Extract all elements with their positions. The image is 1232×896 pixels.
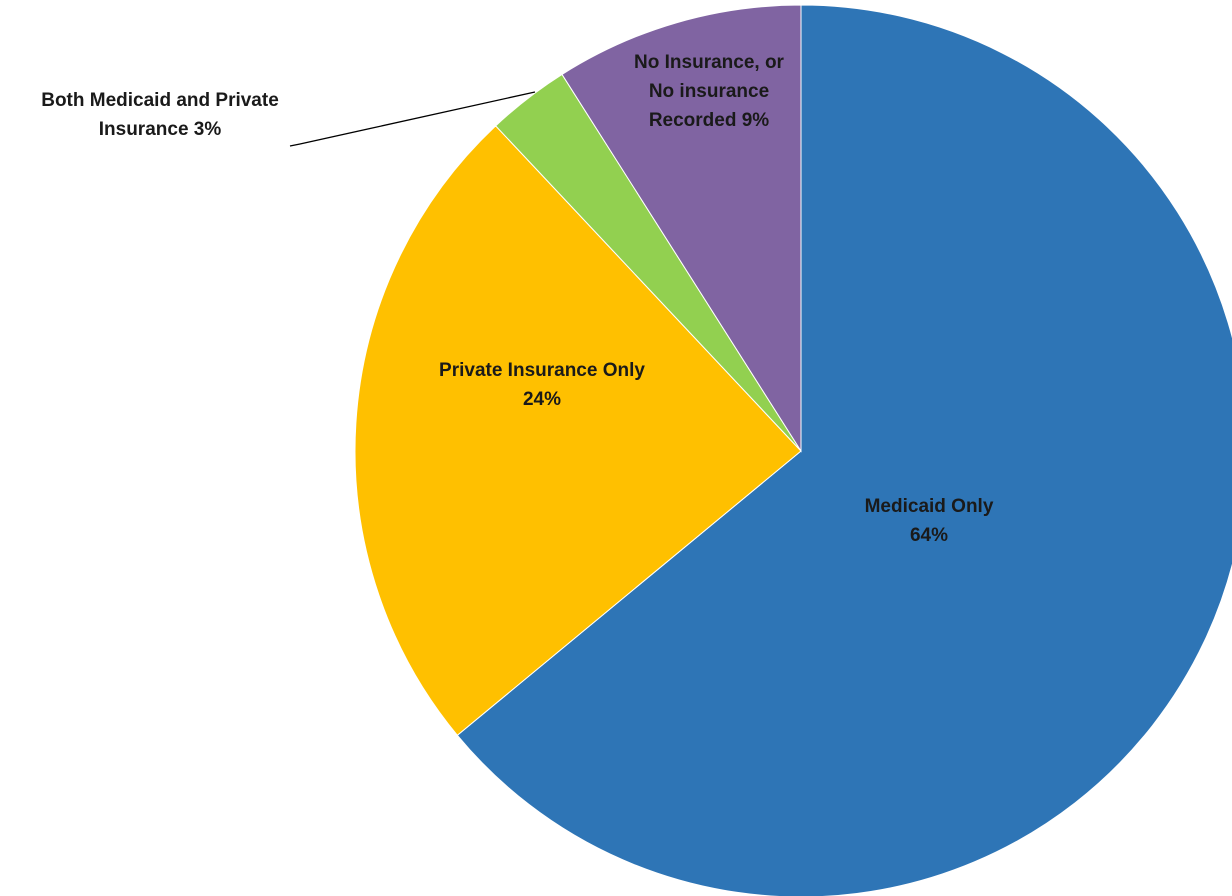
pie-slice-medicaid-only <box>456 4 1232 896</box>
pie-slice-no-insurance-or-no-insurance-recorded <box>561 4 802 453</box>
data-label-medicaid-only: Medicaid Only 64% <box>865 496 994 546</box>
data-label-line: Recorded 9% <box>649 110 769 131</box>
slices-layer <box>354 4 1232 896</box>
labels-layer: Medicaid Only 64% Private Insurance Only 24… <box>41 52 994 546</box>
data-label-line: Private Insurance Only <box>439 360 645 381</box>
data-label-private-insurance-only: Private Insurance Only 24% <box>439 360 645 410</box>
data-label-line: Medicaid Only <box>865 496 994 517</box>
leader-lines-layer <box>289 91 536 147</box>
data-label-line: No insurance <box>649 81 769 102</box>
leader-line-both-medicaid-and-private-insurance <box>289 91 536 147</box>
data-label-line: Insurance 3% <box>99 119 222 140</box>
data-label-no-insurance-or-no-insurance-recorded: No Insurance, or No insurance Recorded 9% <box>634 52 785 131</box>
data-label-line: Both Medicaid and Private <box>41 90 279 111</box>
data-label-line: 64% <box>910 525 948 546</box>
data-label-line: 24% <box>523 389 561 410</box>
pie-slice-private-insurance-only <box>354 125 802 736</box>
data-label-both-medicaid-and-private-insurance: Both Medicaid and Private Insurance 3% <box>41 90 279 140</box>
data-label-line: No Insurance, or <box>634 52 785 73</box>
